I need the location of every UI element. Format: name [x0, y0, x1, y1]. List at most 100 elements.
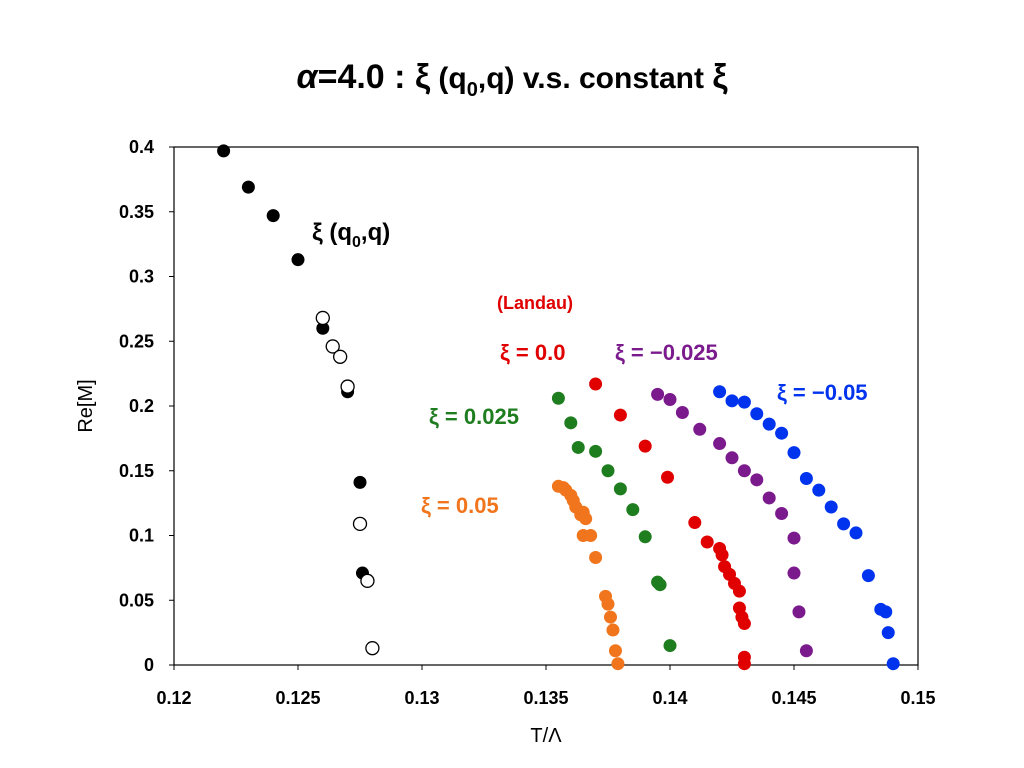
data-point-series-3: [787, 566, 801, 580]
data-point-series-4: [861, 569, 875, 583]
data-point-series-1: [315, 310, 330, 326]
title-xi: ξ: [415, 58, 431, 96]
annotation-xi-q0q-xi: ξ: [312, 219, 323, 246]
annotation-xi-q0q: ξ (q0,q): [312, 219, 390, 251]
data-point-series-3: [787, 531, 801, 545]
data-points: [217, 144, 900, 671]
data-point-series-4: [737, 395, 751, 409]
data-point-series-5: [551, 391, 565, 405]
data-point-series-6: [579, 512, 593, 526]
data-point-series-3: [775, 506, 789, 520]
data-point-series-4: [837, 517, 851, 531]
data-point-series-3: [663, 393, 677, 407]
x-axis-label: T/Λ: [530, 725, 562, 747]
y-tick-label: 0.35: [119, 202, 154, 222]
y-tick-label: 0.25: [119, 331, 154, 351]
annotation-xi-0: ξ = 0.0: [500, 340, 565, 365]
data-point-series-2: [613, 408, 627, 422]
data-point-series-1: [365, 641, 380, 656]
y-tick-label: 0.2: [129, 396, 154, 416]
data-point-series-3: [750, 473, 764, 487]
data-point-series-6: [601, 597, 615, 611]
data-point-series-4: [881, 626, 895, 640]
data-point-series-3: [675, 405, 689, 419]
data-point-series-0: [266, 209, 280, 223]
annotation-xi-0025: ξ = 0.025: [429, 404, 519, 429]
data-point-series-2: [737, 617, 751, 631]
x-tick-label: 0.15: [900, 688, 935, 708]
data-point-series-2: [700, 535, 714, 549]
data-point-series-1: [360, 573, 375, 588]
data-point-series-4: [812, 483, 826, 497]
data-point-series-1: [340, 379, 355, 394]
y-tick-label: 0: [144, 655, 154, 675]
data-point-series-4: [750, 407, 764, 421]
data-point-series-4: [799, 472, 813, 486]
data-point-series-5: [571, 440, 585, 454]
data-point-series-5: [613, 482, 627, 496]
data-point-series-4: [886, 657, 900, 671]
data-point-series-2: [715, 548, 729, 562]
annotation-xi-q0q-q-close: ,q): [361, 219, 390, 246]
data-point-series-2: [688, 516, 702, 530]
plot-area: [173, 146, 919, 666]
y-tick-label: 0.05: [119, 590, 154, 610]
data-point-series-6: [603, 610, 617, 624]
data-point-series-6: [611, 657, 625, 671]
x-tick-label: 0.12: [156, 688, 191, 708]
data-point-series-3: [693, 422, 707, 436]
data-point-series-1: [333, 349, 348, 364]
y-axis-label: Re[M]: [75, 379, 97, 432]
data-point-series-3: [651, 387, 665, 401]
title-q-close: ,q) v.s. constant: [478, 62, 712, 95]
data-point-series-4: [775, 426, 789, 440]
annotation-xi-minus-0025: ξ = −0.025: [615, 340, 718, 365]
data-point-series-0: [316, 321, 330, 335]
data-point-series-3: [737, 464, 751, 478]
data-point-series-5: [589, 444, 603, 458]
x-tick-label: 0.145: [771, 688, 816, 708]
axis-ticks: 0.12 0.125 0.13 0.135 0.14 0.145 0.15 0 0.05 0.1 0…: [119, 137, 936, 708]
data-point-series-4: [725, 394, 739, 408]
data-point-series-2: [589, 377, 603, 391]
data-point-series-4: [849, 526, 863, 540]
y-tick-label: 0.4: [129, 137, 154, 157]
data-point-series-4: [787, 446, 801, 460]
annotation-xi-q0q-sub: 0: [352, 234, 361, 251]
data-point-series-2: [661, 470, 675, 484]
data-point-series-5: [638, 530, 652, 544]
data-point-series-6: [589, 551, 603, 565]
data-point-series-4: [713, 385, 727, 399]
data-point-series-4: [762, 417, 776, 431]
data-point-series-4: [824, 500, 838, 514]
chart-title: α=4.0 : ξ (q0,q) v.s. constant ξ: [297, 58, 729, 101]
annotation-xi-minus-005: ξ = −0.05: [777, 380, 868, 405]
data-point-series-0: [241, 180, 255, 194]
data-point-series-4: [879, 605, 893, 619]
title-q-open: (q: [430, 62, 467, 95]
y-tick-label: 0.15: [119, 461, 154, 481]
data-point-series-3: [762, 491, 776, 505]
data-point-series-5: [626, 503, 640, 517]
data-point-series-2: [638, 439, 652, 453]
x-tick-label: 0.13: [404, 688, 439, 708]
annotation-xi-q0q-q-open: (q: [323, 219, 352, 246]
title-eq: =4.0 :: [318, 58, 415, 96]
annotation-xi-005: ξ = 0.05: [421, 493, 499, 518]
data-point-series-3: [792, 605, 806, 619]
annotation-landau: (Landau): [497, 293, 573, 313]
data-point-series-2: [732, 584, 746, 598]
data-point-series-3: [725, 451, 739, 465]
y-tick-label: 0.3: [129, 267, 154, 287]
data-point-series-5: [564, 416, 578, 430]
title-q-sub: 0: [467, 79, 478, 101]
x-tick-label: 0.14: [652, 688, 687, 708]
data-point-series-6: [606, 623, 620, 637]
data-point-series-0: [353, 475, 367, 489]
y-tick-label: 0.1: [129, 526, 154, 546]
data-point-series-6: [584, 529, 598, 542]
data-point-series-1: [325, 339, 340, 354]
data-point-series-0: [217, 144, 231, 158]
data-point-series-1: [352, 516, 368, 531]
